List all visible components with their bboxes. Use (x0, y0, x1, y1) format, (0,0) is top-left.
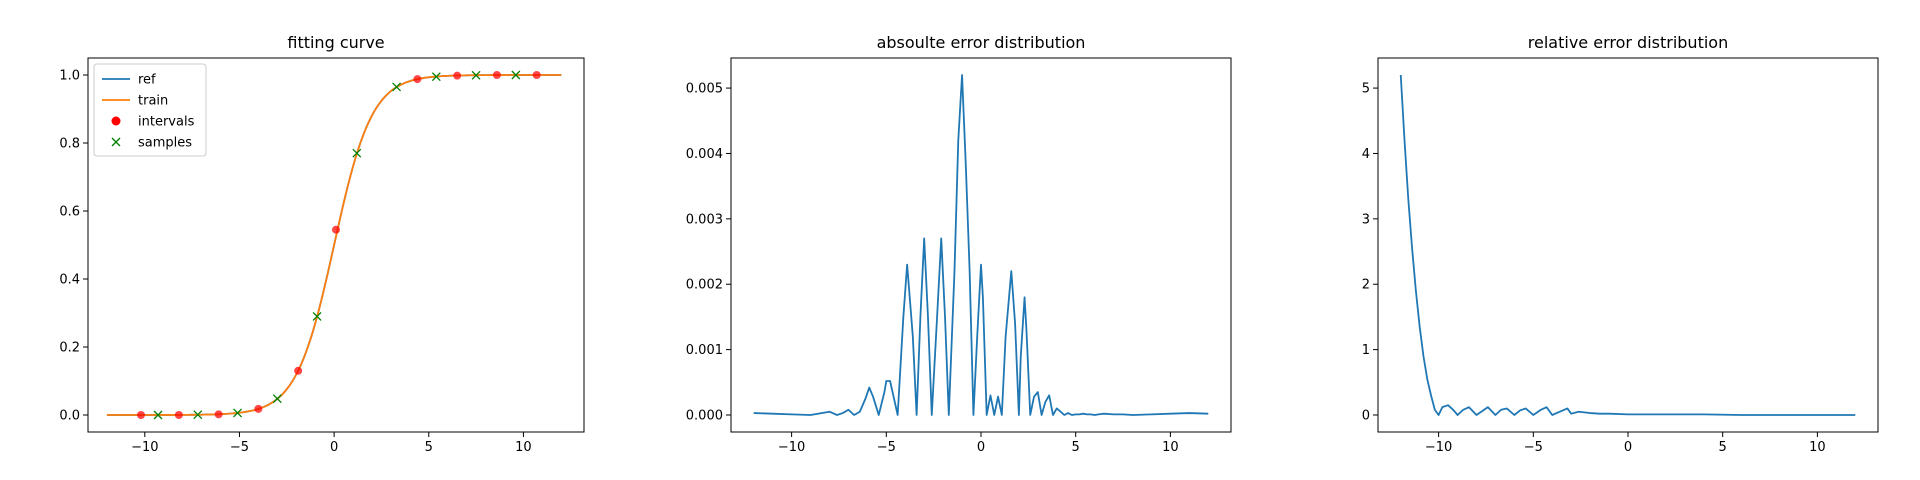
sample-point (312, 311, 322, 321)
interval-point (294, 366, 303, 375)
x-tick-label: −10 (778, 440, 805, 455)
sample-mark-stroke (471, 70, 481, 80)
sample-point (511, 70, 521, 80)
interval-point (214, 410, 223, 419)
interval-point (332, 225, 340, 234)
x-tick-label: 10 (1162, 440, 1179, 455)
sample-mark-stroke (352, 148, 362, 158)
y-tick-label: 3 (1362, 212, 1370, 227)
chart-title: relative error distribution (1528, 33, 1728, 52)
sample-mark-stroke (511, 70, 521, 80)
x-tick-label: −10 (131, 440, 158, 455)
sample-mark-stroke (193, 410, 203, 420)
plot-area (1399, 74, 1856, 416)
y-tick-label: 0.8 (59, 137, 80, 152)
legend-label-samples: samples (138, 136, 192, 151)
x-tick-label: −10 (1425, 440, 1452, 455)
legend-swatch-intervals (111, 116, 121, 126)
sample-point (392, 82, 402, 92)
sample-mark-stroke (312, 311, 322, 321)
y-tick-label: 0.002 (686, 278, 723, 293)
x-tick-label: −5 (230, 440, 249, 455)
sample-mark-stroke (392, 82, 402, 92)
series-line-0 (753, 74, 1209, 416)
y-tick-label: 0.004 (686, 147, 723, 162)
y-tick-label: 2 (1362, 278, 1370, 293)
legend-label-intervals: intervals (138, 115, 195, 130)
sample-point (233, 408, 243, 418)
interval-point (174, 411, 183, 419)
chart-3: relative error distribution −10 −5 0 5 10 0 1 2 3… (1362, 33, 1879, 455)
interval-point (413, 75, 422, 84)
legend-box (93, 63, 207, 157)
sample-mark-stroke (233, 408, 243, 418)
legend: ref train intervals samples (93, 63, 207, 157)
interval-point (254, 404, 263, 413)
x-tick-label: 10 (1809, 440, 1826, 455)
y-tick-label: 4 (1362, 147, 1370, 162)
sample-point (272, 394, 282, 404)
y-tick-label: 0.000 (686, 409, 723, 424)
x-tick-label: 0 (977, 440, 985, 455)
x-tick-label: 5 (1072, 440, 1080, 455)
x-tick-label: 10 (515, 440, 532, 455)
x-tick-label: −5 (877, 440, 896, 455)
y-tick-label: 0 (1362, 409, 1370, 424)
sample-point (193, 410, 203, 420)
interval-point (492, 71, 501, 79)
y-tick-label: 1.0 (59, 69, 80, 84)
x-tick-label: −5 (1524, 440, 1543, 455)
y-tick-label: 1 (1362, 343, 1370, 358)
x-tick-label: 5 (1719, 440, 1727, 455)
sample-point (431, 72, 441, 82)
y-tick-label: 0.6 (59, 205, 80, 220)
y-tick-label: 0.0 (59, 409, 80, 424)
y-tick-label: 0.2 (59, 341, 80, 356)
y-tick-label: 0.003 (686, 212, 723, 227)
plot-area (106, 70, 562, 420)
x-tick-label: 0 (330, 440, 338, 455)
legend-label-ref: ref (138, 73, 156, 88)
series-line-0 (1399, 74, 1856, 416)
x-tick-label: 5 (425, 440, 433, 455)
y-tick-label: 0.005 (686, 82, 723, 97)
sample-mark-stroke (272, 394, 282, 404)
chart-1: fitting curve −10 −5 0 5 10 0.0 0.2 0.4 0.6 0.8 1.0… (59, 33, 585, 455)
sample-point (153, 410, 163, 420)
interval-point (532, 71, 541, 79)
chart-2: absoulte error distribution −10 −5 0 5 10 0.00… (686, 33, 1232, 455)
chart-title: fitting curve (287, 33, 384, 52)
sample-mark-stroke (431, 72, 441, 82)
x-tick-label: 0 (1624, 440, 1632, 455)
y-tick-label: 0.4 (59, 273, 80, 288)
chart-title: absoulte error distribution (877, 33, 1086, 52)
legend-swatch-samples (111, 137, 121, 147)
sample-mark-stroke (153, 410, 163, 420)
plot-area (753, 74, 1209, 416)
legend-label-train: train (138, 94, 168, 109)
interval-point (453, 71, 462, 80)
axes-frame (87, 57, 585, 433)
y-tick-label: 5 (1362, 82, 1370, 97)
interval-point (137, 411, 146, 419)
sample-point (471, 70, 481, 80)
sample-point (352, 148, 362, 158)
y-tick-label: 0.001 (686, 343, 723, 358)
